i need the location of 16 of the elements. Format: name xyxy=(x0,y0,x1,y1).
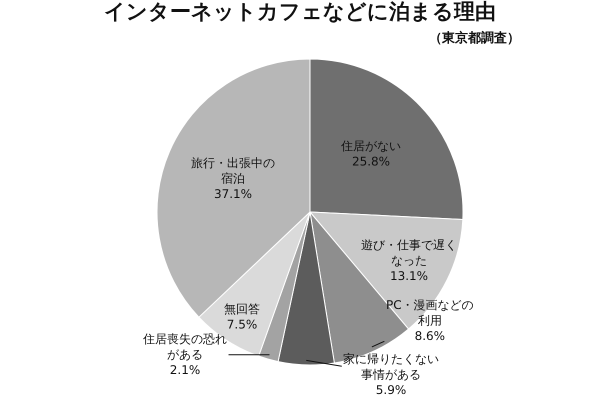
slice-label: 住居喪失の恐れがある xyxy=(142,332,227,362)
data-label: 25.8% xyxy=(352,154,390,169)
data-label: 2.1% xyxy=(170,363,200,378)
data-label: 37.1% xyxy=(214,187,252,202)
slice-label: 旅行・出張中の宿泊 xyxy=(191,156,275,186)
slice-label: PC・漫画などの利用 xyxy=(386,298,474,328)
data-label: 13.1% xyxy=(390,269,428,284)
data-label: 7.5% xyxy=(226,318,258,332)
chart-subtitle: （東京都調査） xyxy=(429,30,520,46)
data-label: 8.6% xyxy=(414,329,446,344)
slice-label: 遊び・仕事で遅くなった xyxy=(361,238,457,268)
data-label: 5.9% xyxy=(376,383,406,398)
slice-label: 住居がない xyxy=(340,139,401,153)
slice-label: 無回答 xyxy=(224,302,260,316)
slice-label: 家に帰りたくない事情がある xyxy=(343,352,439,382)
chart-title: インターネットカフェなどに泊まる理由 xyxy=(104,0,496,24)
